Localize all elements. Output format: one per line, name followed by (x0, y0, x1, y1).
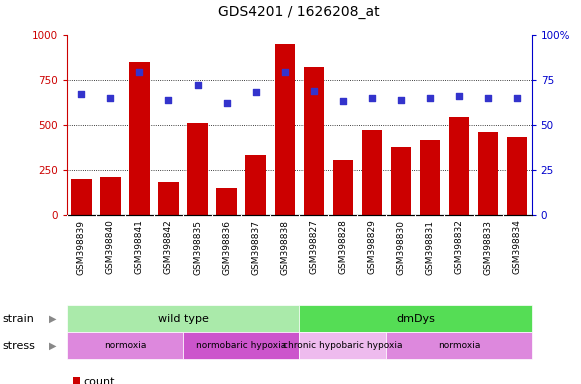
Text: dmDys: dmDys (396, 314, 435, 324)
Text: ▶: ▶ (49, 314, 56, 324)
Bar (420, 140, 440, 215)
Point (309, 88, 318, 94)
Text: GSM398840: GSM398840 (106, 220, 115, 275)
Text: GSM398830: GSM398830 (396, 220, 406, 275)
Bar (449, 117, 469, 215)
Text: GSM398828: GSM398828 (338, 220, 347, 275)
Text: stress: stress (3, 341, 36, 351)
Text: GSM398838: GSM398838 (280, 220, 289, 275)
Point (396, 96, 406, 103)
Text: GSM398836: GSM398836 (222, 220, 231, 275)
Point (135, 70, 144, 76)
Text: chronic hypobaric hypoxia: chronic hypobaric hypoxia (283, 341, 403, 350)
Bar (275, 44, 295, 215)
Point (454, 93, 464, 99)
Text: GSM398839: GSM398839 (77, 220, 86, 275)
Point (483, 95, 493, 101)
Bar (478, 132, 498, 215)
Point (164, 96, 173, 103)
Bar (217, 188, 237, 215)
Text: wild type: wild type (157, 314, 209, 324)
Point (367, 95, 376, 101)
Bar (71, 179, 92, 215)
Text: GSM398833: GSM398833 (483, 220, 493, 275)
Bar (303, 67, 324, 215)
Bar (246, 156, 266, 215)
Point (425, 95, 435, 101)
Text: GSM398831: GSM398831 (425, 220, 435, 275)
Point (193, 82, 202, 88)
Text: normobaric hypoxia: normobaric hypoxia (196, 341, 286, 350)
Bar (390, 147, 411, 215)
Bar (158, 182, 178, 215)
Bar (183, 332, 299, 359)
Text: GSM398837: GSM398837 (251, 220, 260, 275)
Text: normoxia: normoxia (104, 341, 146, 350)
Point (280, 70, 289, 76)
Text: GDS4201 / 1626208_at: GDS4201 / 1626208_at (218, 5, 380, 19)
Bar (130, 62, 150, 215)
Text: GSM398827: GSM398827 (309, 220, 318, 275)
Bar (67, 332, 183, 359)
Point (251, 89, 260, 95)
Text: GSM398829: GSM398829 (367, 220, 376, 275)
Text: normoxia: normoxia (438, 341, 480, 350)
Bar (187, 123, 208, 215)
Bar (386, 332, 532, 359)
Bar (361, 130, 382, 215)
Point (77, 91, 86, 97)
Bar (100, 177, 121, 215)
Point (338, 98, 347, 104)
Bar (67, 305, 299, 332)
Text: GSM398842: GSM398842 (164, 220, 173, 274)
Text: GSM398832: GSM398832 (454, 220, 464, 275)
Text: strain: strain (3, 314, 35, 324)
Bar (333, 160, 353, 215)
Bar (507, 137, 528, 215)
Text: GSM398841: GSM398841 (135, 220, 144, 275)
Text: GSM398835: GSM398835 (193, 220, 202, 275)
Text: GSM398834: GSM398834 (512, 220, 522, 275)
Bar (299, 305, 532, 332)
Bar (299, 332, 386, 359)
Point (512, 95, 522, 101)
Text: count: count (83, 377, 114, 384)
Text: ▶: ▶ (49, 341, 56, 351)
Point (222, 100, 231, 106)
Point (106, 95, 115, 101)
